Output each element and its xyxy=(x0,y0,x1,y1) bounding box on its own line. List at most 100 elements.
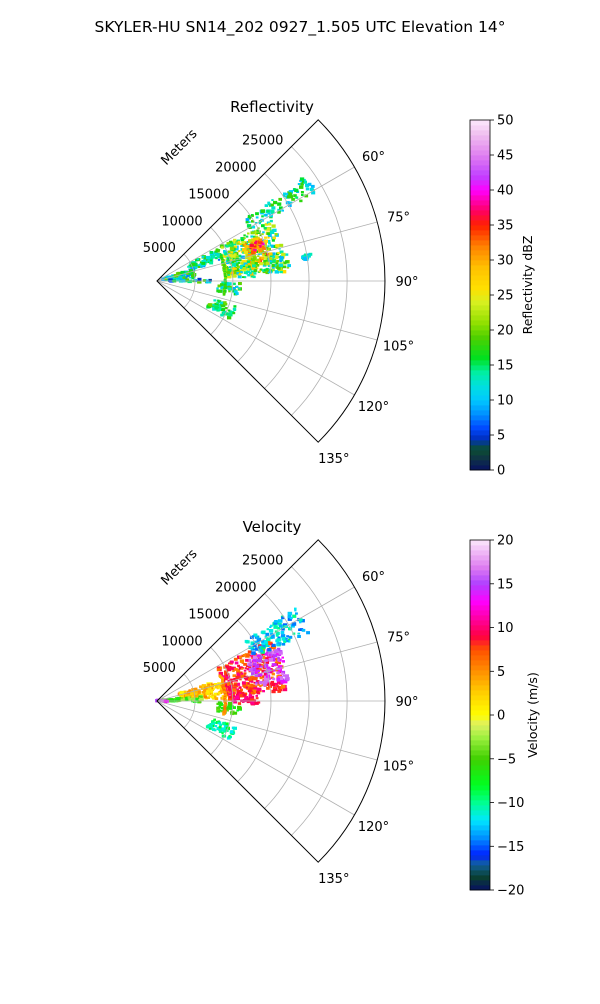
velocity-echo-gate xyxy=(219,669,222,672)
reflectivity-echo-gate xyxy=(307,254,311,258)
velocity-echo-gate xyxy=(265,661,270,664)
reflectivity-echo-gate xyxy=(242,247,247,252)
velocity-echo-gate xyxy=(266,666,271,670)
reflectivity-echo-gate xyxy=(232,307,237,311)
reflectivity-echo-gate xyxy=(231,263,237,267)
velocity-echo-gate xyxy=(258,673,263,677)
reflectivity-echo-gate xyxy=(215,257,218,260)
velocity-echo-gate xyxy=(281,656,284,659)
reflectivity-echo-gate xyxy=(269,269,273,272)
reflectivity-echo-gate xyxy=(231,254,236,258)
reflectivity-echo-gate xyxy=(196,258,200,261)
reflectivity-colorbar-tick-label: 40 xyxy=(497,184,514,199)
velocity-colorbar-segment xyxy=(470,840,490,846)
velocity-echo-gate xyxy=(216,668,221,672)
reflectivity-echo-gate xyxy=(191,274,195,278)
reflectivity-echo-gate xyxy=(268,252,273,256)
reflectivity-colorbar-segment xyxy=(470,255,490,261)
reflectivity-colorbar-segment xyxy=(470,285,490,291)
reflectivity-echo-gate xyxy=(283,195,286,198)
reflectivity-echo-gate xyxy=(209,251,213,254)
reflectivity-echo-gate xyxy=(258,240,262,244)
reflectivity-echoes xyxy=(161,177,316,320)
velocity-echo-gate xyxy=(254,660,258,663)
reflectivity-echo-gate xyxy=(251,248,254,251)
velocity-echo-gate xyxy=(240,672,244,675)
reflectivity-echo-gate xyxy=(199,263,204,267)
reflectivity-echo-gate xyxy=(229,241,234,246)
reflectivity-echo-gate xyxy=(243,234,246,237)
velocity-echo-gate xyxy=(252,676,258,681)
velocity-echo-gate xyxy=(261,669,266,673)
velocity-colorbar-segment xyxy=(470,665,490,671)
reflectivity-echo-gate xyxy=(229,246,235,251)
reflectivity-echo-gate xyxy=(221,281,226,285)
reflectivity-echo-gate xyxy=(170,275,176,279)
velocity-colorbar-tick-label: −20 xyxy=(497,884,524,899)
velocity-echo-gate xyxy=(270,680,275,684)
velocity-echo-gate xyxy=(220,685,223,687)
velocity-echo-gate xyxy=(224,677,228,681)
velocity-echo-gate xyxy=(266,680,270,683)
velocity-echo-gate xyxy=(280,634,286,638)
velocity-echo-gate xyxy=(266,686,270,690)
reflectivity-echo-gate xyxy=(240,237,245,241)
reflectivity-echo-gate xyxy=(266,258,269,261)
reflectivity-title: Reflectivity xyxy=(230,98,314,116)
velocity-echo-gate xyxy=(276,647,281,651)
velocity-echo-gate xyxy=(287,615,291,619)
reflectivity-echo-gate xyxy=(271,206,276,210)
reflectivity-echo-gate xyxy=(236,265,240,269)
velocity-echo-gate xyxy=(281,680,285,683)
reflectivity-colorbar-segment xyxy=(470,290,490,296)
velocity-echo-gate xyxy=(197,700,202,704)
reflectivity-echo-gate xyxy=(278,263,283,268)
reflectivity-echo-gate xyxy=(276,259,280,263)
reflectivity-colorbar-segment xyxy=(470,440,490,446)
velocity-echo-gate xyxy=(192,688,196,691)
velocity-echo-gate xyxy=(275,682,278,685)
velocity-echo-gate xyxy=(228,693,232,696)
velocity-echo-gate xyxy=(270,635,275,639)
reflectivity-sector-frame xyxy=(156,119,386,443)
reflectivity-echo-gate xyxy=(249,239,253,242)
reflectivity-echo-gate xyxy=(245,254,250,258)
reflectivity-colorbar-segment xyxy=(470,180,490,186)
velocity-panel: Velocity 5000 10000 15000 20000 25000 60° 75° 9… xyxy=(143,518,419,887)
velocity-echo-gate xyxy=(255,671,259,674)
reflectivity-echo-gate xyxy=(286,266,290,269)
velocity-colorbar-segment xyxy=(470,815,490,821)
reflectivity-echo-gate xyxy=(208,256,211,259)
velocity-colorbar-tick-label: 20 xyxy=(497,534,514,549)
reflectivity-echo-gate xyxy=(250,241,255,245)
reflectivity-echo-gate xyxy=(231,240,236,244)
reflectivity-colorbar-segment xyxy=(470,210,490,216)
reflectivity-echo-gate xyxy=(281,252,286,257)
reflectivity-grid xyxy=(156,119,386,443)
reflectivity-echo-gate xyxy=(254,232,258,236)
reflectivity-colorbar-segment xyxy=(470,465,490,471)
velocity-echo-gate xyxy=(219,689,224,693)
velocity-echo-gate xyxy=(275,634,279,637)
reflectivity-echo-gate xyxy=(269,257,273,260)
reflectivity-echo-gate xyxy=(304,253,308,256)
velocity-echo-gate xyxy=(252,657,257,662)
reflectivity-echo-gate xyxy=(235,247,239,251)
velocity-colorbar: Velocity (m/s) −20 −15 −10 −5 0 5 10 15 20 xyxy=(469,534,540,899)
velocity-colorbar-segment xyxy=(470,775,490,781)
reflectivity-echo-gate xyxy=(245,242,249,245)
velocity-echo-gate xyxy=(264,659,268,662)
velocity-echo-gate xyxy=(286,635,289,638)
reflectivity-echo-gate xyxy=(213,251,217,255)
reflectivity-echo-gate xyxy=(224,312,229,316)
reflectivity-colorbar-segment xyxy=(470,320,490,326)
reflectivity-echo-gate xyxy=(267,222,272,226)
reflectivity-echo-gate xyxy=(197,266,201,268)
reflectivity-echo-gate xyxy=(243,262,247,266)
reflectivity-echo-gate xyxy=(188,271,193,276)
reflectivity-echo-gate xyxy=(251,268,254,270)
velocity-colorbar-segment xyxy=(470,695,490,701)
velocity-echo-gate xyxy=(271,672,275,676)
velocity-echo-gate xyxy=(191,697,195,700)
